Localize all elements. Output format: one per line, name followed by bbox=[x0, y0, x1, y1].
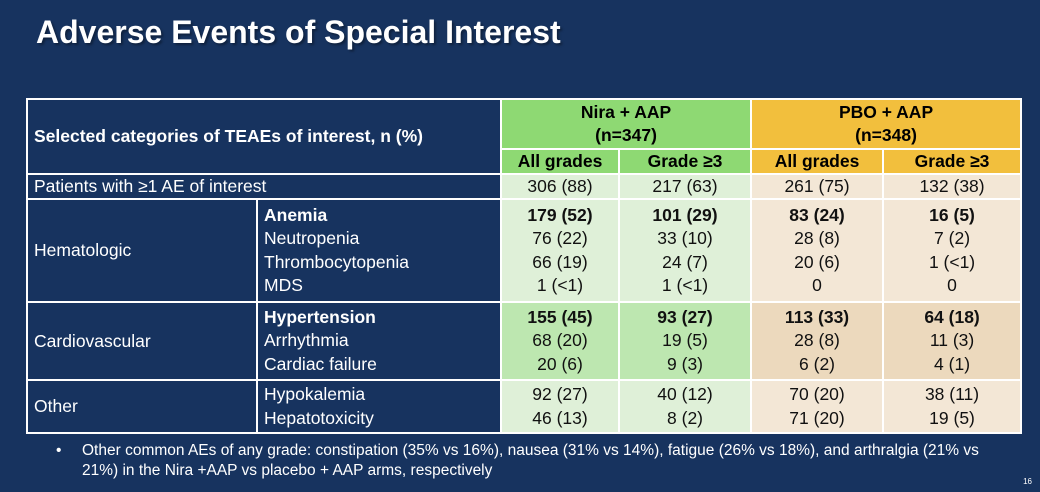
cell-value: 93 (27) bbox=[657, 306, 713, 327]
hematologic-nira-all: 179 (52) 76 (22) 66 (19) 1 (<1) bbox=[500, 198, 621, 303]
cell-value: 16 (5) bbox=[929, 204, 975, 225]
footnote-bullet: • bbox=[56, 442, 62, 459]
hematologic-pbo-all: 83 (24) 28 (8) 20 (6) 0 bbox=[750, 198, 885, 303]
cell-value: 179 (52) bbox=[527, 204, 593, 225]
pbo-group-n: (n=348) bbox=[855, 125, 917, 145]
cardiovascular-pbo-g3: 64 (18) 11 (3) 4 (1) bbox=[882, 301, 1023, 381]
overall-pbo-all: 261 (75) bbox=[750, 173, 885, 200]
subheader-pbo-all: All grades bbox=[750, 148, 885, 175]
footnote: • Other common AEs of any grade: constip… bbox=[56, 441, 1016, 481]
other-items: Hypokalemia Hepatotoxicity bbox=[255, 379, 503, 434]
table-row: Other Hypokalemia Hepatotoxicity 92 (27)… bbox=[26, 379, 1023, 434]
cardiovascular-nira-all: 155 (45) 68 (20) 20 (6) bbox=[500, 301, 621, 381]
cell-value: 1 (<1) bbox=[536, 275, 584, 295]
other-nira-g3: 40 (12) 8 (2) bbox=[618, 379, 753, 434]
cell-value: 8 (2) bbox=[667, 407, 704, 428]
cell-value: 33 (10) bbox=[657, 228, 713, 248]
slide-title: Adverse Events of Special Interest bbox=[36, 14, 561, 50]
cell-value: 155 (45) bbox=[527, 306, 593, 327]
cell-value: 70 (20) bbox=[789, 384, 845, 404]
cell-value: 7 (2) bbox=[934, 228, 971, 248]
hematologic-nira-g3: 101 (29) 33 (10) 24 (7) 1 (<1) bbox=[618, 198, 753, 303]
item-arrhythmia: Arrhythmia bbox=[264, 330, 349, 351]
cell-value: 6 (2) bbox=[799, 353, 836, 374]
subheader-pbo-g3: Grade ≥3 bbox=[882, 148, 1023, 175]
item-hypokalemia: Hypokalemia bbox=[264, 384, 366, 404]
cell-value: 11 (3) bbox=[929, 330, 975, 351]
cell-value: 0 bbox=[812, 275, 822, 295]
cell-value: 101 (29) bbox=[652, 204, 718, 225]
category-hematologic: Hematologic bbox=[26, 198, 258, 303]
item-hepatotoxicity: Hepatotoxicity bbox=[264, 407, 374, 428]
category-cardiovascular: Cardiovascular bbox=[26, 301, 258, 381]
category-other: Other bbox=[26, 379, 258, 434]
other-pbo-all: 70 (20) 71 (20) bbox=[750, 379, 885, 434]
cell-value: 20 (6) bbox=[794, 251, 840, 272]
cell-value: 92 (27) bbox=[532, 384, 588, 404]
cell-value: 46 (13) bbox=[532, 407, 588, 428]
item-neutropenia: Neutropenia bbox=[264, 228, 360, 248]
cell-value: 71 (20) bbox=[789, 407, 845, 428]
cell-value: 28 (8) bbox=[794, 228, 840, 248]
cardiovascular-pbo-all: 113 (33) 28 (8) 6 (2) bbox=[750, 301, 885, 381]
cell-value: 113 (33) bbox=[784, 306, 850, 327]
subheader-nira-g3: Grade ≥3 bbox=[618, 148, 753, 175]
table-row: Patients with ≥1 AE of interest 306 (88)… bbox=[25, 173, 1023, 200]
cell-value: 20 (6) bbox=[537, 353, 583, 374]
cell-value: 9 (3) bbox=[667, 353, 704, 374]
cell-value: 4 (1) bbox=[934, 353, 971, 374]
cell-value: 76 (22) bbox=[532, 228, 588, 248]
nira-group-name: Nira + AAP bbox=[580, 102, 672, 122]
hematologic-pbo-g3: 16 (5) 7 (2) 1 (<1) 0 bbox=[882, 198, 1023, 303]
cell-value: 40 (12) bbox=[657, 384, 713, 404]
hematologic-items: Anemia Neutropenia Thrombocytopenia MDS bbox=[255, 198, 503, 303]
cell-value: 19 (5) bbox=[662, 330, 708, 351]
cell-value: 0 bbox=[947, 275, 957, 295]
cell-value: 1 (<1) bbox=[928, 251, 976, 272]
page-number: 16 bbox=[1023, 477, 1032, 486]
footnote-text: Other common AEs of any grade: constipat… bbox=[82, 442, 979, 479]
nira-group-header: Nira + AAP (n=347) bbox=[500, 98, 753, 150]
overall-label: Patients with ≥1 AE of interest bbox=[25, 173, 503, 200]
cell-value: 24 (7) bbox=[662, 251, 708, 272]
item-hypertension: Hypertension bbox=[264, 306, 376, 327]
cell-value: 83 (24) bbox=[789, 204, 845, 225]
subheader-nira-all: All grades bbox=[500, 148, 621, 175]
other-nira-all: 92 (27) 46 (13) bbox=[500, 379, 621, 434]
cardiovascular-nira-g3: 93 (27) 19 (5) 9 (3) bbox=[618, 301, 753, 381]
overall-nira-g3: 217 (63) bbox=[618, 173, 753, 200]
cell-value: 66 (19) bbox=[532, 251, 588, 272]
cardiovascular-items: Hypertension Arrhythmia Cardiac failure bbox=[255, 301, 503, 381]
pbo-group-header: PBO + AAP (n=348) bbox=[750, 98, 1023, 150]
cell-value: 38 (11) bbox=[924, 384, 980, 404]
item-cardiac-failure: Cardiac failure bbox=[264, 353, 377, 374]
table-row: Hematologic Anemia Neutropenia Thrombocy… bbox=[26, 198, 1023, 303]
table-header-label: Selected categories of TEAEs of interest… bbox=[25, 98, 503, 175]
other-pbo-g3: 38 (11) 19 (5) bbox=[882, 379, 1023, 434]
item-thrombocytopenia: Thrombocytopenia bbox=[264, 251, 409, 272]
cell-value: 1 (<1) bbox=[661, 275, 709, 295]
cell-value: 19 (5) bbox=[929, 407, 975, 428]
overall-nira-all: 306 (88) bbox=[500, 173, 621, 200]
nira-group-n: (n=347) bbox=[595, 125, 657, 145]
cell-value: 68 (20) bbox=[532, 330, 588, 351]
cell-value: 28 (8) bbox=[794, 330, 840, 351]
pbo-group-name: PBO + AAP bbox=[838, 102, 934, 122]
cell-value: 64 (18) bbox=[924, 306, 980, 327]
item-mds: MDS bbox=[264, 275, 303, 295]
overall-pbo-g3: 132 (38) bbox=[882, 173, 1023, 200]
ae-table: Selected categories of TEAEs of interest… bbox=[25, 98, 1023, 434]
item-anemia: Anemia bbox=[264, 204, 328, 225]
table-row: Cardiovascular Hypertension Arrhythmia C… bbox=[26, 301, 1023, 381]
